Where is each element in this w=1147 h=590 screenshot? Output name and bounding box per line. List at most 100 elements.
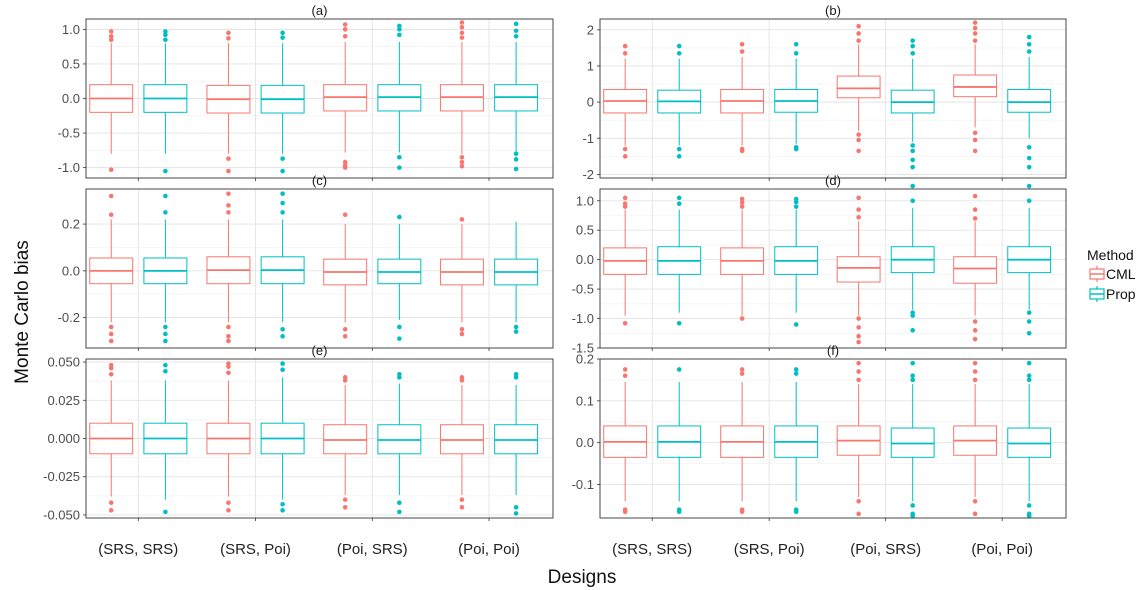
- outlier-point: [793, 367, 799, 372]
- outlier-point: [622, 195, 628, 201]
- x-tick-label: (SRS, SRS): [612, 541, 692, 558]
- outlier-point: [459, 30, 465, 36]
- outlier-point: [397, 500, 402, 506]
- outlier-point: [226, 203, 231, 208]
- outlier-point: [972, 328, 978, 333]
- outlier-point: [459, 154, 465, 160]
- y-tick-label: 0.0: [576, 435, 594, 450]
- outlier-point: [793, 509, 799, 515]
- panel-border: [85, 18, 554, 179]
- outlier-point: [622, 201, 628, 207]
- outlier-point: [856, 325, 861, 330]
- outlier-point: [342, 212, 348, 218]
- panel-title: (a): [312, 3, 328, 18]
- panel-title: (c): [312, 173, 327, 188]
- outlier-point: [280, 508, 285, 513]
- panel-border: [599, 18, 1067, 179]
- outlier-point: [910, 503, 915, 508]
- outlier-point: [972, 511, 978, 517]
- outlier-point: [342, 33, 348, 39]
- y-tick-label: -0.1: [572, 477, 594, 492]
- outlier-point: [910, 377, 915, 383]
- outlier-point: [1026, 360, 1032, 366]
- outlier-point: [676, 201, 682, 207]
- panel-d: -1.5 -1.0 -0.5 0.0 0.5 1.0 (d): [572, 173, 1067, 356]
- outlier-point: [1026, 377, 1032, 383]
- outlier-point: [972, 498, 978, 504]
- outlier-point: [163, 324, 168, 330]
- outlier-point: [793, 204, 799, 209]
- outlier-point: [459, 163, 465, 169]
- outlier-point: [1026, 164, 1032, 170]
- outlier-point: [459, 326, 465, 332]
- outlier-point: [910, 513, 915, 519]
- outlier-point: [342, 504, 348, 510]
- outlier-point: [910, 51, 915, 56]
- outlier-point: [972, 377, 978, 383]
- box-cml: [836, 75, 881, 99]
- y-tick-label: -1: [582, 131, 594, 146]
- outlier-point: [226, 156, 231, 161]
- outlier-point: [342, 326, 348, 332]
- outlier-point: [856, 511, 861, 517]
- panel-f: -0.1 0.0 0.1 0.2 (f) (SRS, SRS) (SRS, Poi) (Poi…: [572, 343, 1067, 558]
- outlier-point: [226, 500, 231, 506]
- y-tick-label: 0.0: [62, 91, 80, 106]
- outlier-point: [108, 212, 114, 218]
- outlier-point: [856, 31, 861, 36]
- outlier-point: [226, 36, 231, 41]
- panel-title: (b): [825, 3, 841, 18]
- outlier-point: [513, 504, 519, 510]
- outlier-point: [793, 41, 799, 47]
- outlier-point: [459, 20, 465, 25]
- outlier-point: [397, 336, 402, 341]
- outlier-point: [163, 193, 168, 199]
- x-tick-label: (SRS, SRS): [98, 541, 178, 558]
- outlier-point: [1026, 144, 1032, 150]
- outlier-point: [910, 373, 915, 379]
- outlier-point: [739, 509, 745, 515]
- outlier-point: [676, 509, 682, 515]
- outlier-point: [163, 509, 168, 515]
- outlier-point: [972, 193, 978, 199]
- outlier-point: [1026, 155, 1032, 161]
- outlier-point: [856, 214, 861, 220]
- outlier-point: [226, 324, 231, 330]
- outlier-point: [676, 43, 682, 49]
- outlier-point: [108, 167, 114, 173]
- legend: Method CML Prop: [1087, 247, 1136, 302]
- outlier-point: [280, 501, 285, 507]
- outlier-point: [459, 504, 465, 510]
- outlier-point: [513, 33, 519, 39]
- outlier-point: [108, 362, 114, 368]
- outlier-point: [622, 154, 628, 159]
- outlier-point: [226, 334, 231, 339]
- outlier-point: [459, 35, 465, 40]
- outlier-point: [910, 157, 915, 163]
- outlier-point: [910, 313, 915, 318]
- outlier-point: [739, 49, 745, 54]
- outlier-point: [622, 373, 628, 379]
- outlier-point: [280, 367, 285, 373]
- y-tick-label: 1.0: [576, 193, 594, 208]
- y-axis-title: Monte Carlo bias: [12, 240, 33, 384]
- outlier-point: [108, 500, 114, 506]
- x-tick-label: (Poi, Poi): [458, 541, 520, 558]
- outlier-point: [856, 377, 861, 383]
- y-tick-label: 2: [587, 22, 594, 37]
- legend-item-cml: CML: [1089, 266, 1136, 282]
- outlier-point: [459, 24, 465, 30]
- outlier-point: [856, 207, 861, 212]
- legend-title: Method: [1087, 247, 1134, 263]
- panel-border: [599, 358, 1067, 519]
- outlier-point: [108, 338, 114, 344]
- box-cml: [836, 256, 881, 283]
- outlier-point: [972, 25, 978, 31]
- panel-e: -0.050 -0.025 0.000 0.025 0.050 (e) (SRS, SRS)…: [43, 343, 554, 558]
- outlier-point: [513, 329, 519, 334]
- outlier-point: [163, 362, 168, 368]
- outlier-point: [972, 336, 978, 342]
- outlier-point: [226, 338, 231, 344]
- outlier-point: [793, 322, 799, 327]
